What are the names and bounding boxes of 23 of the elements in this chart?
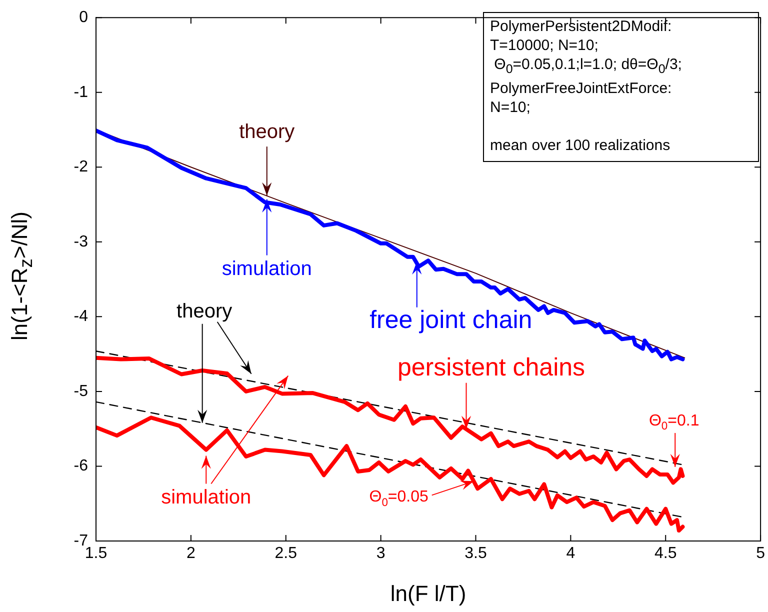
x-tick-label: 3	[376, 545, 386, 562]
x-tick-label: 2.5	[274, 545, 298, 562]
annotation: theory	[239, 121, 295, 144]
x-tick-label: 4.5	[654, 545, 677, 562]
y-tick-label: -5	[74, 382, 88, 400]
y-tick-label: -3	[74, 233, 88, 250]
x-tick-label: 1.5	[84, 545, 108, 562]
annotation: theory	[176, 300, 232, 322]
y-tick-label: -2	[74, 158, 88, 176]
y-tick-label: -1	[74, 84, 88, 101]
x-tick-label: 4	[566, 545, 576, 562]
y-tick-label: -6	[74, 458, 88, 475]
y-tick-label: -4	[74, 308, 88, 326]
annotation: persistent chains	[397, 354, 586, 382]
x-tick-label: 3.5	[464, 545, 487, 562]
y-tick-label: 0	[79, 9, 88, 26]
x-axis-title: ln(F l/T)	[390, 580, 466, 606]
note-box: PolymerPersistent2DModif: T=10000; N=10; Θ$_{0}$=0.05,0.1;l=1.0; dθ=Θ$_{0}$/3; PolymerFreeJointExtForce: N=10; mean over 100 realizations	[483, 12, 759, 162]
annotation: simulation	[222, 258, 312, 280]
x-tick-label: 2	[186, 545, 196, 562]
x-tick-label: 5	[756, 545, 766, 562]
annotation: simulation	[161, 486, 252, 508]
annotation: free joint chain	[370, 306, 532, 334]
